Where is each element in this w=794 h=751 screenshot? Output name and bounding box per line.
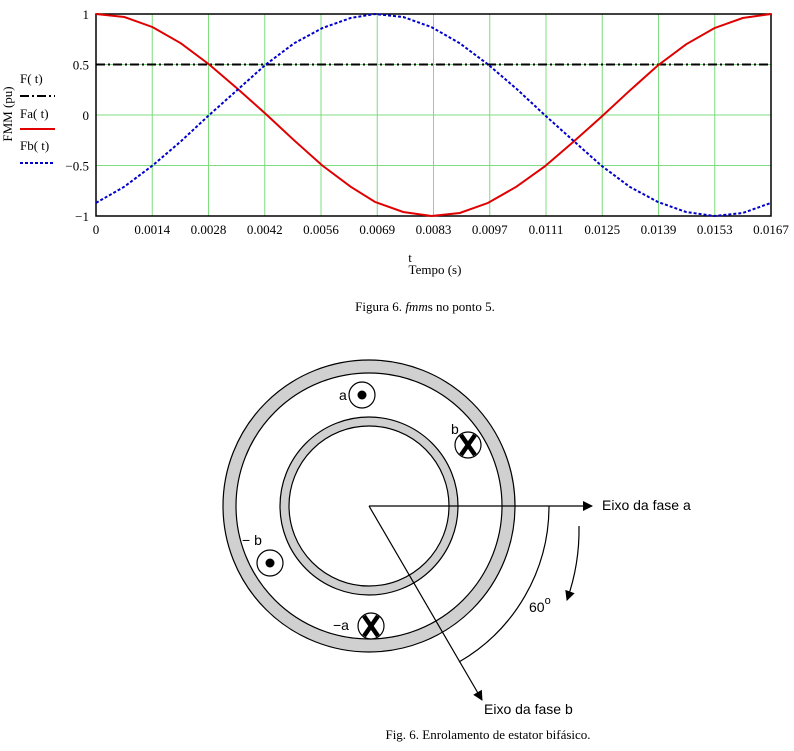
x-axis-label: t <box>408 250 412 265</box>
y-tick-labels: 1 0.5 0 −0.5 −1 <box>65 7 89 224</box>
angle-label: 60o <box>529 595 551 615</box>
chart-legend: F( t) Fa( t) Fb( t) <box>20 71 55 164</box>
cross-icon <box>459 433 477 457</box>
label-minus-a: −a <box>333 617 349 633</box>
x-tick-label: 0.0125 <box>584 222 620 237</box>
dot-icon <box>265 558 275 568</box>
figure-6-caption: Figura 6. fmms no ponto 5. <box>355 299 495 314</box>
x-tick-label: 0.0097 <box>472 222 508 237</box>
x-tick-label: 0.0028 <box>191 222 227 237</box>
y-tick-label: −1 <box>75 209 89 224</box>
legend-label-fb: Fb( t) <box>20 138 49 153</box>
x-tick-label: 0.0056 <box>303 222 339 237</box>
x-tick-label: 0 <box>93 222 100 237</box>
legend-label-fa: Fa( t) <box>20 106 49 121</box>
x-tick-label: 0.0139 <box>641 222 677 237</box>
y-tick-label: 1 <box>83 7 90 22</box>
fmm-line-chart: 0 0.0014 0.0028 0.0042 0.0056 0.0069 0.0083 0.0… <box>0 7 789 277</box>
phase-a-axis-label: Eixo da fase a <box>602 497 691 513</box>
label-b: b <box>451 421 459 437</box>
x-tick-label: 0.0167 <box>753 222 789 237</box>
angle-rotation-arrow <box>565 525 580 601</box>
diagram-caption: Fig. 6. Enrolamento de estator bifásico. <box>385 727 590 742</box>
series-fb-line <box>95 12 772 218</box>
cross-icon <box>362 614 380 638</box>
y-tick-label: 0 <box>83 108 90 123</box>
x-tick-label: 0.0069 <box>359 222 395 237</box>
angle-reference-arc <box>458 505 550 663</box>
x-tick-label: 0.0111 <box>529 222 564 237</box>
y-axis-label: FMM (pu) <box>0 86 15 141</box>
x-tick-label: 0.0153 <box>697 222 733 237</box>
phase-b-axis-arrow <box>368 505 483 701</box>
label-a: a <box>339 387 347 403</box>
y-tick-label: −0.5 <box>65 159 89 174</box>
legend-label-f: F( t) <box>20 71 43 86</box>
stator-winding-diagram: a b − b −a Eixo da fase a Eixo da fase b… <box>222 359 691 717</box>
phase-b-axis-label: Eixo da fase b <box>484 701 573 717</box>
series-layer <box>95 12 772 218</box>
series-fa-line <box>95 13 772 218</box>
y-tick-label: 0.5 <box>73 58 89 73</box>
x-axis-label-units: Tempo (s) <box>409 262 462 277</box>
label-minus-b: − b <box>242 532 262 548</box>
x-tick-labels: 0 0.0014 0.0028 0.0042 0.0056 0.0069 0.0083 0.0… <box>93 222 790 237</box>
dot-icon <box>357 390 367 400</box>
x-tick-label: 0.0014 <box>134 222 170 237</box>
chart-grid <box>96 14 771 216</box>
x-tick-label: 0.0083 <box>416 222 452 237</box>
x-tick-label: 0.0042 <box>247 222 283 237</box>
